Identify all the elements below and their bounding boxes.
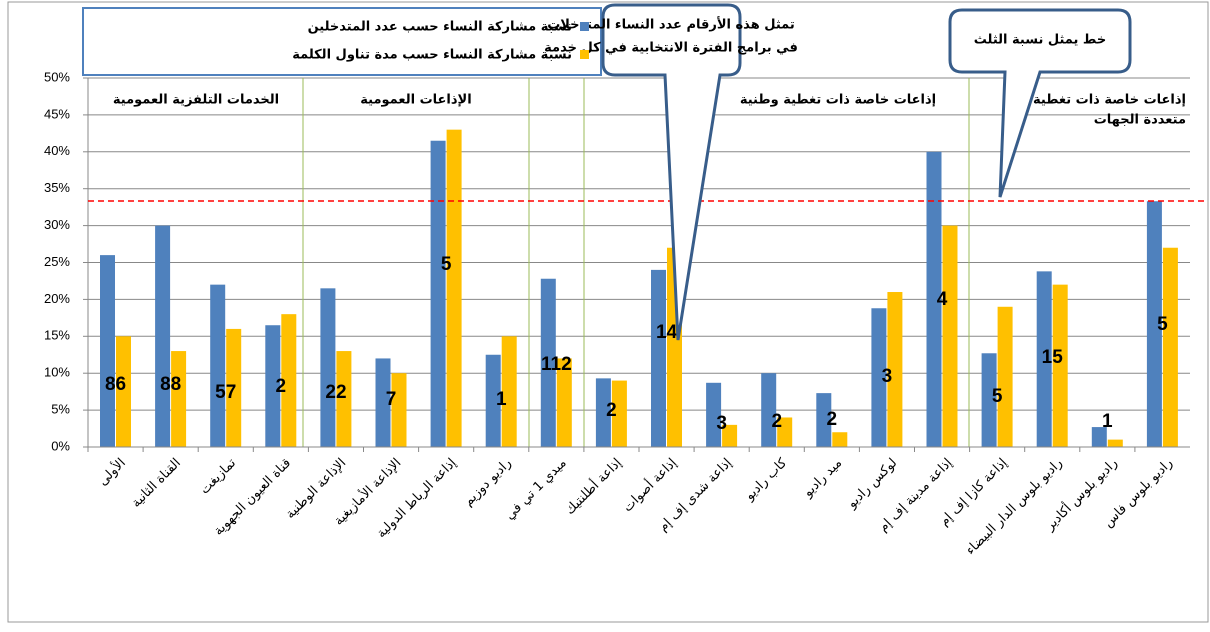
y-tick-label: 35% xyxy=(44,180,70,195)
bar xyxy=(777,417,793,447)
bar xyxy=(171,351,187,447)
bar xyxy=(887,292,903,447)
y-tick-label: 30% xyxy=(44,217,70,232)
x-tick-label: لوكس راديو xyxy=(844,456,900,512)
bar xyxy=(1107,439,1123,447)
bar xyxy=(336,351,352,447)
count-label: 4 xyxy=(937,289,948,310)
group-label: إذاعات خاصة ذات تغطية وطنية xyxy=(740,93,936,108)
group-separators xyxy=(302,78,970,447)
count-label: 15 xyxy=(1042,347,1064,368)
chart-frame xyxy=(7,1,1209,623)
x-tick-label: راديو دوزيم xyxy=(461,456,515,510)
group-label: الخدمات التلفزية العمومية xyxy=(113,93,279,108)
bar xyxy=(926,151,942,448)
bar xyxy=(1091,427,1107,447)
count-label: 2 xyxy=(771,411,782,432)
legend-swatch xyxy=(580,22,589,31)
count-label: 14 xyxy=(656,322,678,343)
bar xyxy=(942,225,958,447)
count-label: 7 xyxy=(386,389,397,410)
count-label: 5 xyxy=(992,386,1003,407)
count-label: 2 xyxy=(606,400,617,421)
count-label: 22 xyxy=(325,382,346,403)
x-tick-label: تمازيغت xyxy=(197,455,239,497)
count-label: 3 xyxy=(716,413,727,434)
count-label: 112 xyxy=(541,354,572,375)
x-tick-label: كاب راديو xyxy=(742,455,791,504)
y-tick-label: 20% xyxy=(44,291,70,306)
bar xyxy=(116,336,131,447)
group-label: متعددة الجهات xyxy=(1094,113,1186,128)
bar xyxy=(651,269,666,447)
bar xyxy=(485,354,501,447)
bar xyxy=(320,288,336,447)
y-tick-label: 0% xyxy=(51,438,70,453)
y-tick-label: 5% xyxy=(51,402,70,417)
group-label: إذاعات خاصة ذات تغطية xyxy=(1033,93,1186,108)
bar xyxy=(446,129,462,447)
bar xyxy=(155,225,171,447)
callout xyxy=(948,8,1132,198)
bar xyxy=(1162,247,1178,447)
bar xyxy=(595,378,611,447)
legend-label: نسبة مشاركة النساء حسب مدة تناول الكلمة xyxy=(292,48,572,63)
y-tick-label: 50% xyxy=(44,69,70,84)
count-label: 3 xyxy=(882,366,893,387)
bar xyxy=(981,353,997,447)
bar xyxy=(722,424,738,447)
legend-box xyxy=(82,7,602,76)
count-label: 5 xyxy=(1157,314,1168,335)
bar xyxy=(540,278,556,447)
bar xyxy=(871,308,887,447)
count-label: 2 xyxy=(276,376,287,397)
y-tick-label: 25% xyxy=(44,254,70,269)
x-tick-label: راديو بلوس الدار البيضاء xyxy=(963,456,1066,559)
bar xyxy=(226,328,242,447)
y-tick-label: 40% xyxy=(44,143,70,158)
bar xyxy=(761,373,777,447)
count-label: 57 xyxy=(215,382,236,403)
callout-text: تمثل هذه الأرقام عدد النساء المتدخلات xyxy=(547,16,795,33)
callout xyxy=(601,3,742,341)
bar xyxy=(391,373,407,447)
count-label: 2 xyxy=(827,409,838,430)
y-tick-label: 45% xyxy=(44,106,70,121)
bar xyxy=(210,284,226,447)
bar xyxy=(556,358,572,447)
group-label: الإذاعات العمومية xyxy=(360,93,471,108)
legend-label: نسبة مشاركة النساء حسب عدد المتدخلين xyxy=(308,20,572,35)
bar xyxy=(832,432,848,447)
bar xyxy=(816,393,832,447)
bar xyxy=(706,382,722,447)
legend-swatch xyxy=(580,50,589,59)
x-tick-label: إذاعة أطلنتيك xyxy=(561,454,625,518)
bar xyxy=(100,255,115,447)
bar xyxy=(430,140,446,448)
bar xyxy=(997,306,1013,447)
count-label: 86 xyxy=(105,374,126,395)
bar xyxy=(611,380,627,447)
bar xyxy=(501,336,517,447)
count-label: 5 xyxy=(441,254,452,275)
bar xyxy=(1052,284,1068,447)
x-tick-label: إذاعة أصوات xyxy=(619,454,680,515)
bar xyxy=(1036,271,1052,447)
count-label: 1 xyxy=(496,389,507,410)
bar xyxy=(265,325,281,447)
x-tick-label: ميد راديو xyxy=(800,456,845,501)
x-tick-label: القناة الثانية xyxy=(129,456,184,511)
bar xyxy=(375,358,391,447)
callout-text: في برامج الفترة الانتخابية في كل خدمة xyxy=(544,41,798,56)
callout-text: خط يمثل نسبة الثلث xyxy=(974,33,1106,48)
y-tick-label: 15% xyxy=(44,328,70,343)
count-label: 88 xyxy=(160,374,181,395)
y-tick-label: 10% xyxy=(44,365,70,380)
bar xyxy=(281,314,297,447)
count-label: 1 xyxy=(1102,411,1113,432)
x-tick-label: الأولى xyxy=(94,454,129,489)
bar xyxy=(1146,201,1162,447)
